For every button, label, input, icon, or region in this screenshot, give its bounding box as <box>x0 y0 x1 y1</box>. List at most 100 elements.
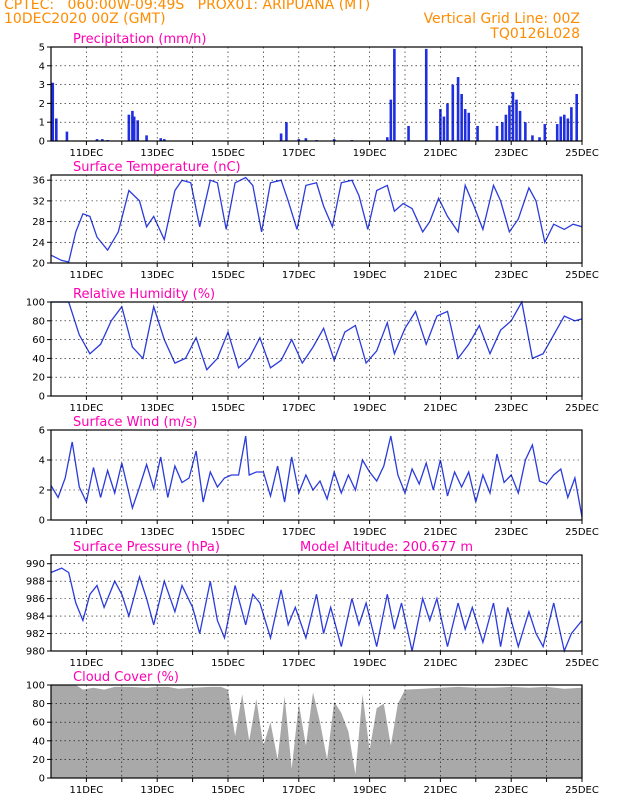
x-tick-label: 19DEC <box>353 403 387 414</box>
temp-title: Surface Temperature (nC) <box>73 160 241 175</box>
x-tick-label: 19DEC <box>353 658 387 669</box>
precip-bar <box>575 94 578 141</box>
header-grid-note: Vertical Grid Line: 00Z <box>423 11 580 27</box>
header-model-id: TQ0126L028 <box>490 26 580 42</box>
y-tick-label: 5 <box>39 43 45 54</box>
x-tick-label: 23DEC <box>494 148 528 159</box>
x-tick-label: 17DEC <box>282 403 316 414</box>
x-tick-label: 21DEC <box>424 658 458 669</box>
cloud-title: Cloud Cover (%) <box>73 670 179 685</box>
x-tick-label: 15DEC <box>211 403 245 414</box>
y-tick-label: 4 <box>39 456 45 467</box>
panel-frame <box>50 684 583 779</box>
x-tick-label: 11DEC <box>70 527 104 538</box>
precip-bar <box>101 139 104 141</box>
y-tick-label: 24 <box>32 238 45 249</box>
precip-bar <box>51 82 55 141</box>
precip-bar <box>460 94 463 141</box>
pressure-title: Surface Pressure (hPa) <box>73 540 220 555</box>
y-tick-label: 20 <box>32 755 45 766</box>
x-tick-label: 23DEC <box>494 270 528 281</box>
pressure-line <box>50 567 583 654</box>
y-tick-label: 984 <box>26 612 45 623</box>
x-tick-label: 19DEC <box>353 148 387 159</box>
y-tick-label: 986 <box>26 594 45 605</box>
panel-frame <box>50 301 583 397</box>
precip-bar <box>467 112 471 141</box>
x-tick-label: 19DEC <box>353 270 387 281</box>
header-line1: CPTEC: 060:00W-09:49S PROX01: ARIPUANA (… <box>4 0 371 13</box>
precip-bar <box>504 114 508 141</box>
y-tick-label: 28 <box>32 217 45 228</box>
x-tick-label: 13DEC <box>140 527 174 538</box>
wind-line <box>50 435 583 518</box>
precip-bar <box>508 105 511 141</box>
precip-bar <box>570 107 573 141</box>
x-tick-label: 13DEC <box>140 403 174 414</box>
y-tick-label: 0 <box>39 137 45 148</box>
precip-bar <box>524 122 527 141</box>
precip-bar <box>538 137 541 141</box>
x-tick-label: 23DEC <box>494 658 528 669</box>
x-tick-label: 25DEC <box>565 148 599 159</box>
wind-title: Surface Wind (m/s) <box>73 415 197 430</box>
x-tick-label: 25DEC <box>565 527 599 538</box>
x-tick-label: 19DEC <box>353 527 387 538</box>
x-tick-label: 11DEC <box>70 148 104 159</box>
precip-bar <box>495 125 499 141</box>
x-tick-label: 15DEC <box>211 527 245 538</box>
y-tick-label: 1 <box>39 118 45 129</box>
x-tick-label: 23DEC <box>494 527 528 538</box>
y-tick-label: 990 <box>26 559 45 570</box>
x-tick-label: 11DEC <box>70 785 104 796</box>
x-tick-label: 11DEC <box>70 403 104 414</box>
x-tick-label: 21DEC <box>424 527 458 538</box>
precip-bar <box>543 124 547 141</box>
precip-bar <box>136 120 140 141</box>
rh-line <box>51 300 583 371</box>
precip-bar <box>515 99 518 141</box>
y-tick-label: 100 <box>26 298 45 309</box>
y-tick-label: 0 <box>39 392 45 403</box>
precip-bar <box>159 138 163 141</box>
precip-bar <box>65 131 69 141</box>
x-tick-label: 21DEC <box>424 785 458 796</box>
precip-bar <box>304 138 308 141</box>
x-tick-label: 15DEC <box>211 658 245 669</box>
temp-line <box>50 176 583 263</box>
rh-title: Relative Humidity (%) <box>73 287 215 302</box>
y-tick-label: 40 <box>32 736 45 747</box>
precip-bar <box>476 125 479 141</box>
y-tick-label: 0 <box>39 516 45 527</box>
x-tick-label: 11DEC <box>70 270 104 281</box>
x-tick-label: 25DEC <box>565 270 599 281</box>
precip-bar <box>439 109 442 141</box>
y-tick-label: 80 <box>32 699 45 710</box>
x-tick-label: 25DEC <box>565 785 599 796</box>
x-tick-label: 25DEC <box>565 658 599 669</box>
precip-bar <box>332 139 336 141</box>
y-tick-label: 980 <box>26 647 45 658</box>
x-tick-label: 15DEC <box>211 148 245 159</box>
y-tick-label: 2 <box>39 486 45 497</box>
precip-bar <box>132 116 136 141</box>
precip-bar <box>424 48 428 141</box>
y-tick-label: 32 <box>32 196 45 207</box>
x-tick-label: 23DEC <box>494 403 528 414</box>
precip-bar <box>463 109 467 141</box>
x-tick-label: 23DEC <box>494 785 528 796</box>
y-tick-label: 0 <box>39 774 45 785</box>
x-tick-label: 17DEC <box>282 527 316 538</box>
precip-bar <box>531 135 534 141</box>
y-tick-label: 20 <box>32 259 45 270</box>
precip-bar <box>456 77 460 141</box>
precip-bar <box>145 135 148 141</box>
precip-bar <box>501 122 504 141</box>
x-tick-label: 15DEC <box>211 785 245 796</box>
precip-bar <box>511 92 515 141</box>
x-tick-label: 13DEC <box>140 658 174 669</box>
precip-bar <box>555 124 559 141</box>
panel-frame <box>50 46 583 142</box>
x-tick-label: 13DEC <box>140 148 174 159</box>
